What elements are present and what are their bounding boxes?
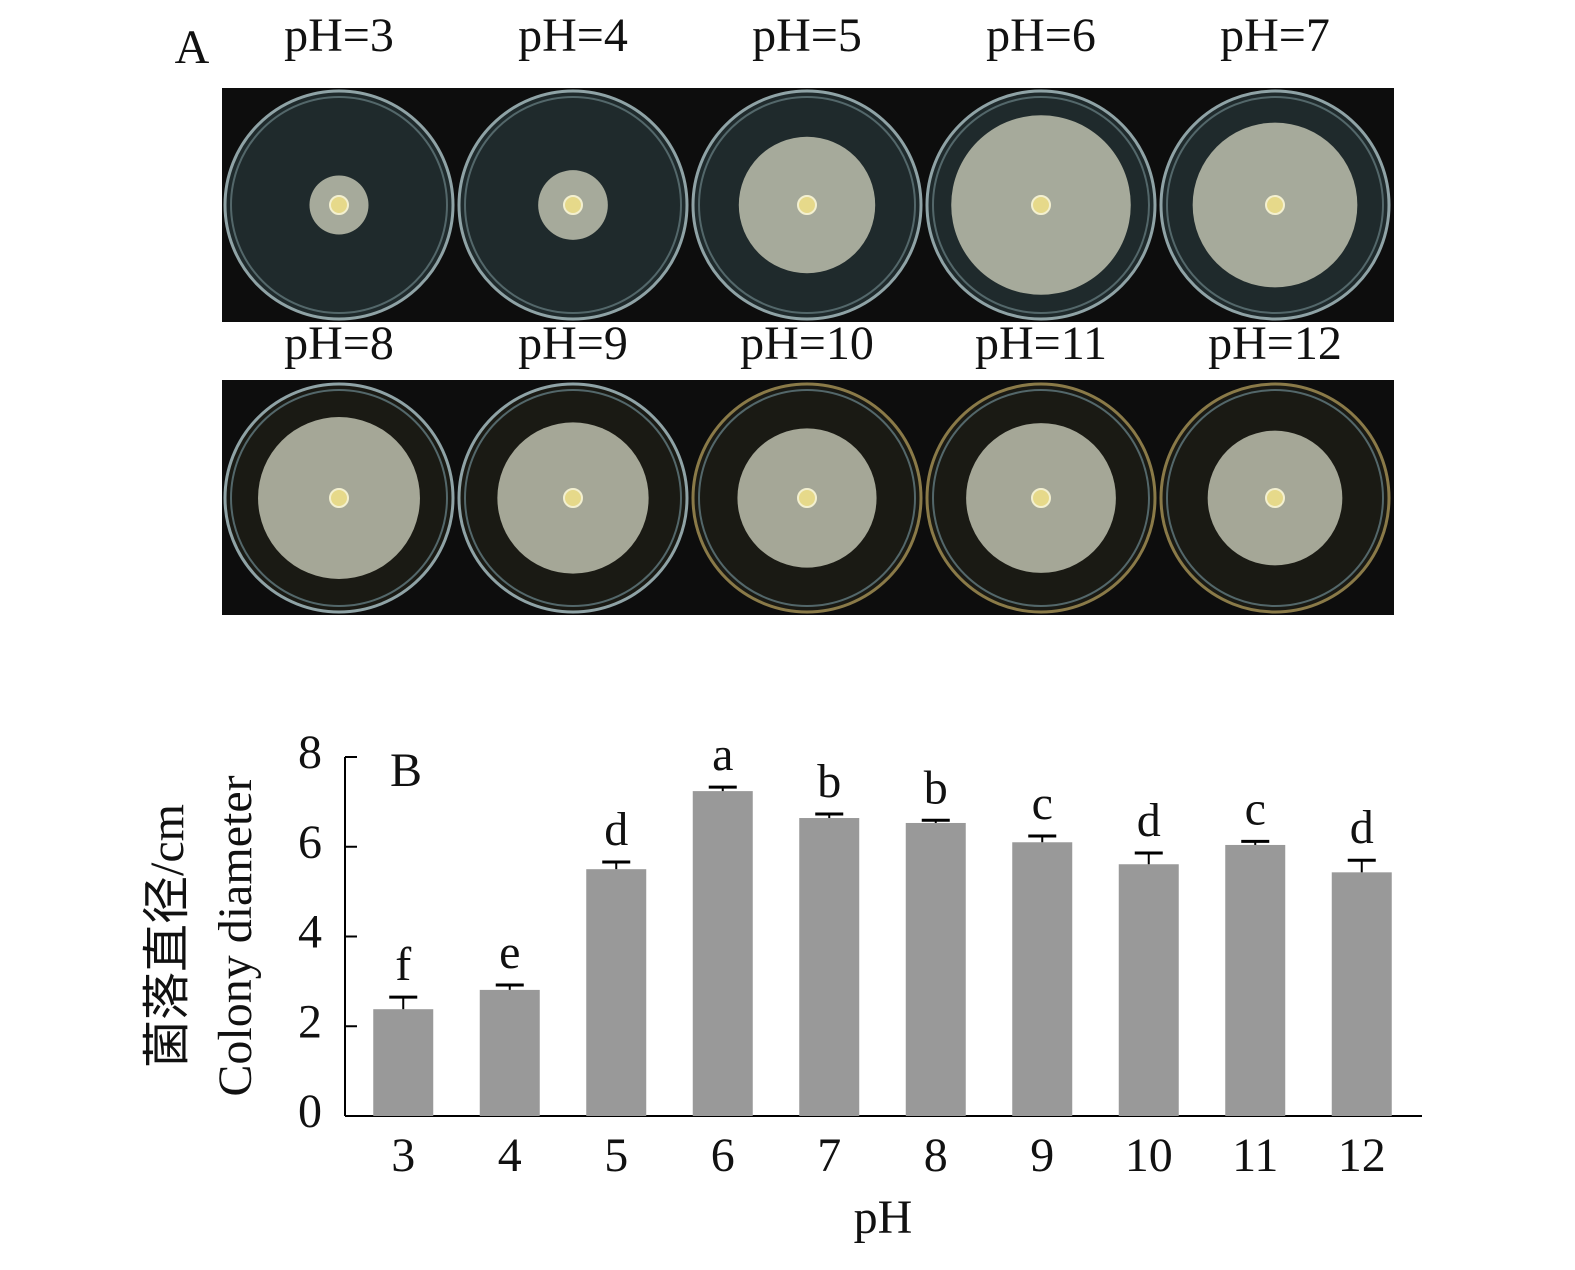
x-tick-label: 9 <box>1030 1129 1054 1182</box>
y-tick-label: 4 <box>298 906 322 959</box>
bar <box>373 1009 434 1116</box>
significance-label: c <box>1032 777 1053 830</box>
significance-label: d <box>1350 801 1374 854</box>
inoculum-plug <box>1265 195 1285 215</box>
plate-label: pH=9 <box>518 317 628 370</box>
inoculum-plug <box>797 195 817 215</box>
bar <box>1225 844 1286 1116</box>
inoculum-plug <box>1031 488 1051 508</box>
petri-dish-rim <box>932 96 1150 314</box>
inoculum-plug <box>797 488 817 508</box>
inoculum-plug <box>563 195 583 215</box>
petri-dish-rim <box>1166 96 1384 314</box>
bar <box>692 791 753 1116</box>
bar <box>1012 842 1073 1116</box>
plate-label: pH=6 <box>986 9 1096 62</box>
significance-label: c <box>1245 782 1266 835</box>
x-tick-label: 11 <box>1232 1129 1278 1182</box>
significance-label: b <box>924 761 948 814</box>
y-tick-label: 2 <box>298 995 322 1048</box>
significance-label: b <box>817 755 841 808</box>
plate-label: pH=3 <box>284 9 394 62</box>
petri-dish-rim <box>230 389 448 607</box>
plate-label: pH=7 <box>1220 9 1330 62</box>
inoculum-plug <box>329 195 349 215</box>
x-tick-label: 6 <box>711 1129 735 1182</box>
bar <box>905 822 966 1116</box>
plate-label: pH=11 <box>975 317 1107 370</box>
y-tick-label: 6 <box>298 816 322 869</box>
significance-label: d <box>1137 794 1161 847</box>
y-tick-label: 8 <box>298 726 322 779</box>
panel-label: A <box>175 21 210 74</box>
x-tick-label: 8 <box>924 1129 948 1182</box>
inoculum-plug <box>1265 488 1285 508</box>
petri-dish-rim <box>698 389 916 607</box>
bar <box>1331 872 1392 1116</box>
plate-label: pH=5 <box>752 9 862 62</box>
inoculum-plug <box>329 488 349 508</box>
significance-label: a <box>712 728 733 781</box>
plate-label: pH=10 <box>740 317 874 370</box>
inoculum-plug <box>563 488 583 508</box>
bar <box>586 869 647 1116</box>
significance-label: e <box>499 926 520 979</box>
bar <box>799 818 860 1116</box>
x-axis-label: pH <box>854 1191 913 1244</box>
panel-label: B <box>390 744 422 797</box>
x-tick-label: 12 <box>1338 1129 1386 1182</box>
bar <box>479 989 540 1116</box>
significance-label: f <box>395 938 411 991</box>
petri-dish-rim <box>932 389 1150 607</box>
petri-dish-rim <box>698 96 916 314</box>
plate-label: pH=8 <box>284 317 394 370</box>
y-axis-label: Colony diameter <box>209 775 262 1096</box>
petri-dish-rim <box>464 389 682 607</box>
significance-label: d <box>604 803 628 856</box>
x-tick-label: 3 <box>391 1129 415 1182</box>
petri-dish-rim <box>464 96 682 314</box>
bar <box>1118 864 1179 1116</box>
x-tick-label: 7 <box>817 1129 841 1182</box>
y-tick-label: 0 <box>298 1085 322 1138</box>
y-axis-label: 菌落直径/cm <box>141 804 194 1068</box>
plate-label: pH=12 <box>1208 317 1342 370</box>
x-tick-label: 4 <box>498 1129 522 1182</box>
inoculum-plug <box>1031 195 1051 215</box>
petri-dish-rim <box>230 96 448 314</box>
x-tick-label: 10 <box>1125 1129 1173 1182</box>
x-tick-label: 5 <box>604 1129 628 1182</box>
petri-dish-rim <box>1166 389 1384 607</box>
plate-label: pH=4 <box>518 9 628 62</box>
